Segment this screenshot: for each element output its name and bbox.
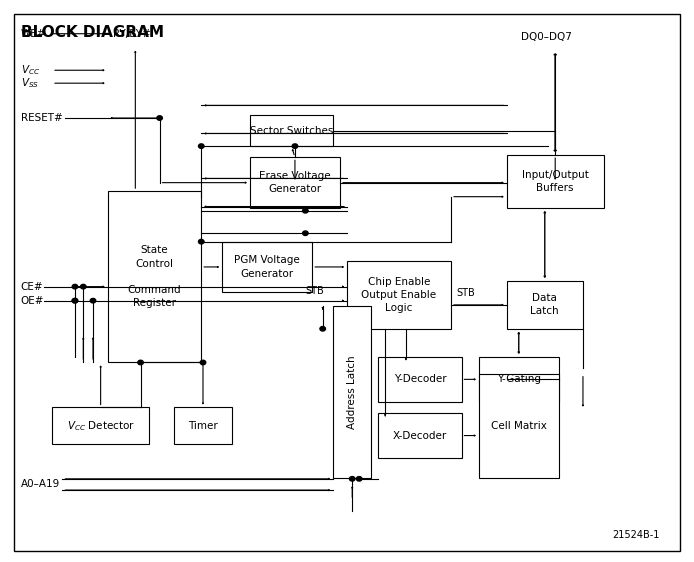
Circle shape xyxy=(292,144,298,148)
Circle shape xyxy=(157,116,162,120)
Text: Y-Gating: Y-Gating xyxy=(497,374,541,384)
Bar xyxy=(507,281,583,329)
Text: Y-Decoder: Y-Decoder xyxy=(393,374,446,384)
Text: Data
Latch: Data Latch xyxy=(530,293,559,316)
Circle shape xyxy=(303,209,308,213)
Circle shape xyxy=(303,231,308,235)
Text: Input/Output
Buffers: Input/Output Buffers xyxy=(522,170,589,193)
Circle shape xyxy=(72,298,78,303)
Bar xyxy=(108,191,201,362)
Text: Erase Voltage
Generator: Erase Voltage Generator xyxy=(259,171,331,194)
Circle shape xyxy=(137,360,143,365)
Text: PGM Voltage
Generator: PGM Voltage Generator xyxy=(235,255,300,279)
Text: Sector Switches: Sector Switches xyxy=(250,126,333,135)
Text: A0–A19: A0–A19 xyxy=(21,479,60,490)
Text: Cell Matrix: Cell Matrix xyxy=(491,421,547,430)
Text: State
Control

Command
Register: State Control Command Register xyxy=(128,246,181,308)
Text: Chip Enable
Output Enable
Logic: Chip Enable Output Enable Logic xyxy=(362,277,437,313)
Bar xyxy=(507,155,604,208)
Bar xyxy=(479,374,559,478)
Text: $V_{SS}$: $V_{SS}$ xyxy=(21,76,39,90)
Bar xyxy=(222,242,312,292)
Text: RY/BY#: RY/BY# xyxy=(113,29,151,39)
Text: OE#: OE# xyxy=(21,296,44,306)
Circle shape xyxy=(81,284,86,289)
Bar xyxy=(250,115,333,146)
Text: RESET#: RESET# xyxy=(21,113,62,123)
Circle shape xyxy=(356,477,362,481)
Text: X-Decoder: X-Decoder xyxy=(393,430,447,441)
Circle shape xyxy=(320,327,325,331)
Text: CE#: CE# xyxy=(21,282,44,292)
Text: 21524B-1: 21524B-1 xyxy=(612,529,659,540)
Text: BLOCK DIAGRAM: BLOCK DIAGRAM xyxy=(21,25,164,40)
Circle shape xyxy=(198,239,204,244)
Text: Timer: Timer xyxy=(188,421,218,430)
Text: STB: STB xyxy=(457,288,475,298)
Circle shape xyxy=(72,298,78,303)
Text: WE#: WE# xyxy=(21,29,46,39)
Circle shape xyxy=(200,360,205,365)
Text: STB: STB xyxy=(305,286,324,296)
Bar xyxy=(52,407,149,444)
Circle shape xyxy=(90,298,96,303)
Text: $V_{CC}$ Detector: $V_{CC}$ Detector xyxy=(67,419,135,433)
Circle shape xyxy=(349,477,355,481)
Bar xyxy=(174,407,232,444)
Circle shape xyxy=(72,284,78,289)
Text: $V_{CC}$: $V_{CC}$ xyxy=(21,64,40,77)
Bar xyxy=(378,413,462,458)
Text: Address Latch: Address Latch xyxy=(347,355,357,429)
Bar xyxy=(333,306,371,478)
Bar xyxy=(378,357,462,402)
Bar xyxy=(250,157,340,208)
Bar xyxy=(347,261,451,329)
Bar xyxy=(479,357,559,402)
Text: DQ0–DQ7: DQ0–DQ7 xyxy=(520,31,571,42)
Circle shape xyxy=(198,144,204,148)
